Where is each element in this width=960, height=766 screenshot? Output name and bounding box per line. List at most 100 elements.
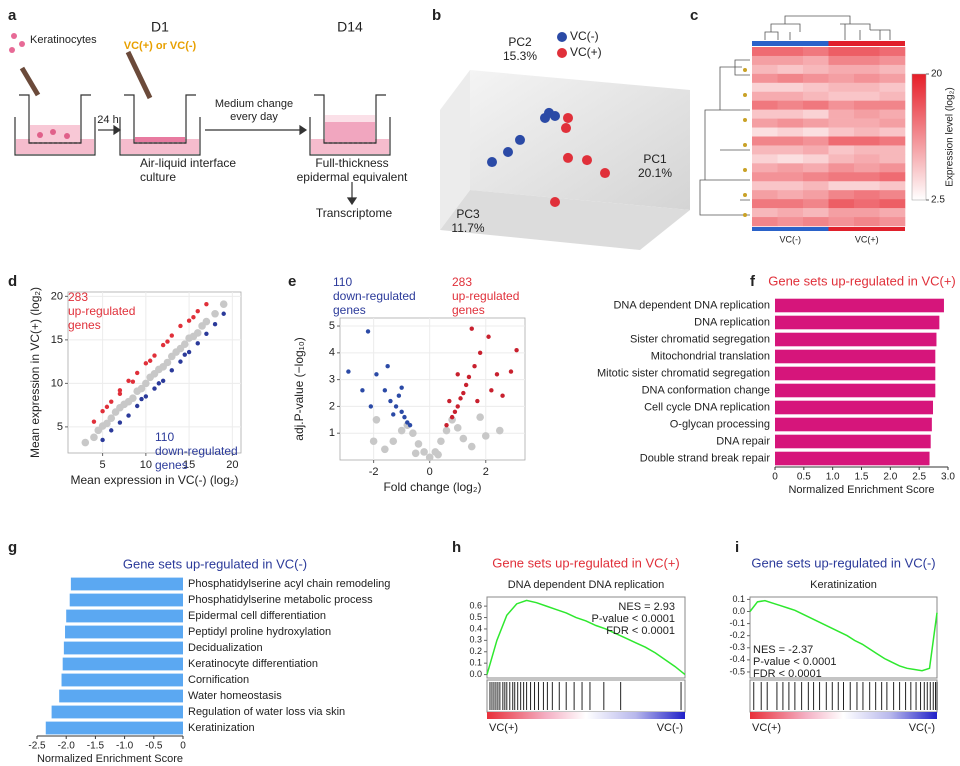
heatmap-cell xyxy=(752,64,778,75)
category-label: Mitotic sister chromatid segregation xyxy=(597,367,770,379)
data-point xyxy=(399,385,404,390)
x-tick-label: 1.0 xyxy=(826,472,840,483)
x-tick-label: 0 xyxy=(427,466,433,478)
data-point xyxy=(126,378,131,383)
category-label: Sister chromatid segregation xyxy=(630,333,770,345)
heatmap-cell xyxy=(879,118,906,128)
y-tick-label: 15 xyxy=(51,334,63,346)
y-tick-label: 0.0 xyxy=(469,669,482,679)
annotation: up-regulated xyxy=(452,289,519,303)
data-point xyxy=(104,404,110,410)
legend-label: VC(-) xyxy=(570,29,599,43)
y-tick-label: 2 xyxy=(329,400,335,412)
annotation: FDR < 0.0001 xyxy=(606,625,675,637)
heatmap-cell xyxy=(828,154,855,164)
bar xyxy=(61,673,183,687)
data-point xyxy=(396,393,402,398)
data-point xyxy=(100,437,105,443)
heatmap-cell xyxy=(879,109,906,119)
heatmap-cell xyxy=(777,163,804,173)
heatmap-cell xyxy=(854,55,880,66)
category-label: DNA dependent DNA replication xyxy=(613,299,770,311)
chart-title: Gene sets up-regulated in VC(-) xyxy=(751,555,935,570)
x-tick-label: -2.0 xyxy=(58,741,76,752)
data-point xyxy=(382,388,388,393)
heatmap-cell xyxy=(803,55,829,66)
heatmap-cell xyxy=(854,217,880,227)
category-label: Keratinization xyxy=(188,722,255,734)
heatmap-cell xyxy=(777,73,804,84)
heatmap-cell xyxy=(803,208,829,218)
bar xyxy=(65,625,183,639)
data-point xyxy=(182,352,187,357)
data-point xyxy=(467,442,476,451)
category-label: DNA repair xyxy=(716,435,770,447)
heatmap-cell xyxy=(879,217,906,227)
heatmap-cell xyxy=(879,64,906,75)
chart-subtitle: DNA dependent DNA replication xyxy=(508,579,665,591)
rank-label: VC(-) xyxy=(909,722,935,734)
heatmap-cell xyxy=(828,172,855,182)
heatmap-cell xyxy=(777,145,804,155)
heatmap-cell xyxy=(879,136,906,146)
dendrogram-leaves xyxy=(743,68,747,217)
x-tick-label: 0 xyxy=(180,741,186,752)
data-point xyxy=(163,358,172,367)
heatmap-cell xyxy=(752,73,778,84)
data-point xyxy=(444,422,449,428)
group-bar xyxy=(828,227,905,231)
annotation: 283 xyxy=(452,275,472,289)
data-point xyxy=(405,420,410,425)
heatmap-cell xyxy=(752,199,778,209)
heatmap-cell xyxy=(879,91,906,101)
axis-label: PC1 xyxy=(643,152,667,166)
bar xyxy=(70,577,183,591)
data-point xyxy=(389,437,398,446)
data-point xyxy=(476,413,484,421)
y-tick-label: -0.1 xyxy=(729,618,745,628)
data-point xyxy=(563,152,573,163)
y-tick-label: -0.5 xyxy=(729,666,745,676)
data-point xyxy=(81,438,90,447)
data-point xyxy=(461,390,466,396)
y-tick-label: 5 xyxy=(57,421,63,433)
x-tick-label: 1.5 xyxy=(855,472,869,483)
data-point xyxy=(489,388,494,393)
heatmap-cell xyxy=(752,145,778,155)
heatmap-cell xyxy=(854,208,880,218)
y-tick-label: 0.2 xyxy=(469,646,482,656)
data-point xyxy=(195,341,200,346)
data-point xyxy=(91,419,97,424)
heatmap-cell xyxy=(752,190,778,200)
heatmap-cell xyxy=(854,64,880,75)
annotation: 110 xyxy=(155,430,174,444)
heatmap-cell xyxy=(777,208,804,218)
diagram-text: VC(+) or VC(-) xyxy=(124,40,197,52)
data-point xyxy=(100,409,105,414)
heatmap-cell xyxy=(854,100,880,110)
data-point xyxy=(143,394,149,399)
heatmap-cell xyxy=(879,163,906,173)
data-point xyxy=(486,334,491,339)
heatmap-cell xyxy=(803,64,829,75)
diagram-text: Air-liquid interface xyxy=(140,156,236,170)
heatmap-cell xyxy=(854,47,880,57)
heatmap-cell xyxy=(777,190,804,200)
category-label: O-glycan processing xyxy=(670,418,770,430)
annotation: genes xyxy=(155,458,188,472)
heatmap-cell xyxy=(879,154,906,164)
axis-label: PC3 xyxy=(456,207,480,221)
panel-label: h xyxy=(452,539,461,556)
heatmap-cell xyxy=(777,100,804,110)
heatmap-cell xyxy=(828,109,855,119)
panel-label: c xyxy=(690,7,698,24)
data-point xyxy=(107,414,116,422)
heatmap-cell xyxy=(828,217,855,227)
axis-label: 20.1% xyxy=(638,166,672,180)
y-tick-label: 5 xyxy=(329,320,335,332)
bar xyxy=(775,298,944,313)
y-axis-label: adj.P-value (−log₁₀) xyxy=(292,337,306,440)
heatmap-cell xyxy=(879,47,906,57)
annotation: genes xyxy=(333,303,366,317)
data-point xyxy=(472,364,477,369)
